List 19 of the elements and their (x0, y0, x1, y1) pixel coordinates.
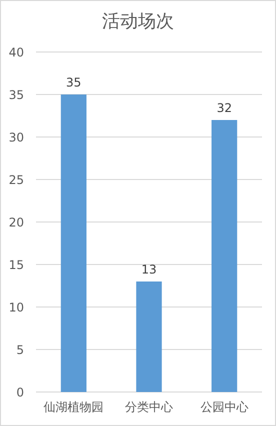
bar (136, 282, 162, 392)
y-tick-label: 30 (8, 130, 24, 144)
y-tick-label: 20 (8, 216, 24, 230)
x-tick-label: 分类中心 (125, 400, 173, 414)
y-tick-label: 10 (8, 300, 24, 314)
bar (212, 120, 238, 392)
data-label: 13 (141, 262, 157, 276)
x-tick-label: 公园中心 (200, 400, 248, 414)
y-tick-label: 5 (16, 343, 24, 357)
chart-title: 活动场次 (102, 11, 174, 32)
y-tick-label: 25 (8, 173, 24, 187)
y-tick-label: 40 (8, 46, 24, 60)
y-tick-label: 35 (8, 88, 24, 102)
x-tick-label: 仙湖植物园 (44, 400, 104, 414)
data-label: 35 (66, 76, 82, 90)
y-tick-label: 15 (8, 258, 24, 272)
data-label: 32 (216, 101, 232, 115)
bar (60, 94, 86, 392)
y-tick-label: 0 (16, 386, 24, 400)
